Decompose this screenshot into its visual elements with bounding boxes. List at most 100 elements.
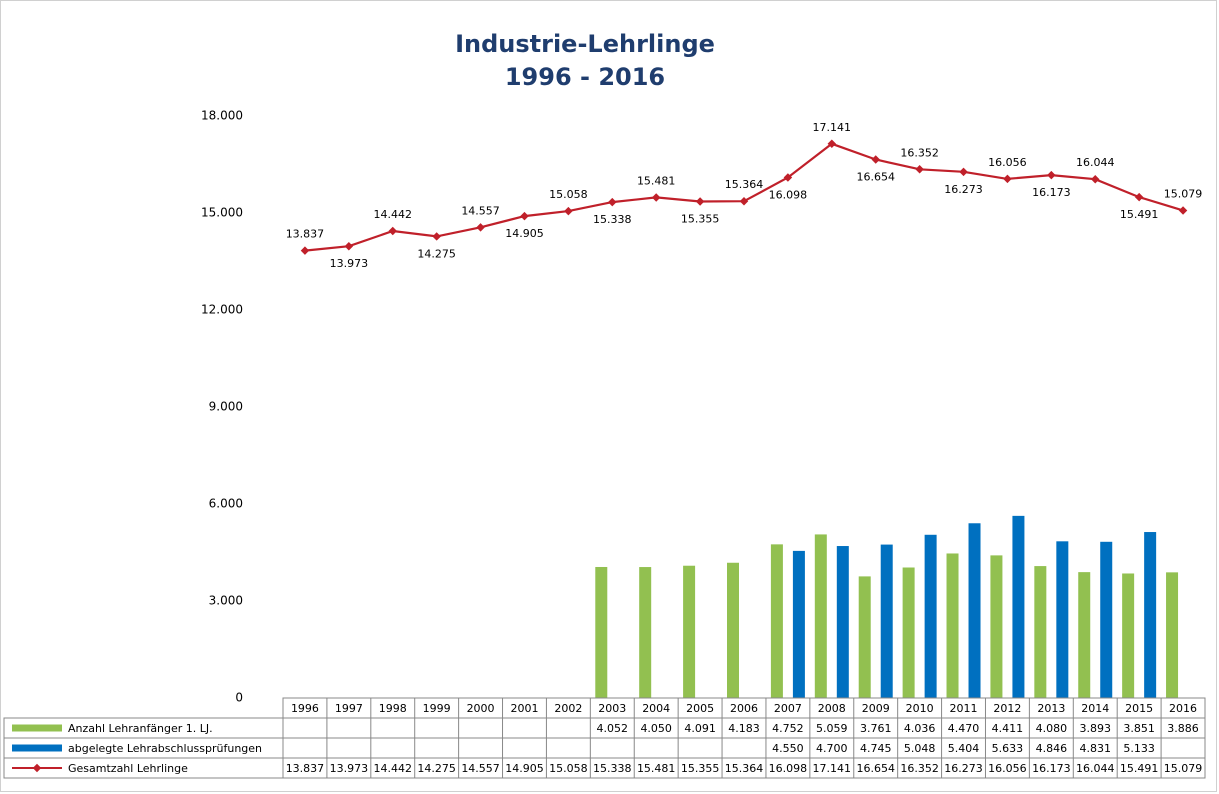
x-tick-label: 2011	[950, 702, 978, 715]
bar	[1122, 573, 1135, 698]
table-cell: 15.364	[725, 762, 764, 775]
y-tick-label: 6.000	[209, 497, 243, 511]
bar	[1166, 572, 1179, 698]
chart-title: Industrie-Lehrlinge	[455, 30, 715, 58]
table-cell: 5.133	[1123, 742, 1155, 755]
table-cell: 16.098	[769, 762, 808, 775]
table-cell: 15.481	[637, 762, 676, 775]
bar	[902, 567, 915, 698]
x-tick-label: 2005	[686, 702, 714, 715]
bar	[595, 566, 608, 698]
x-tick-label: 2003	[598, 702, 626, 715]
table-cell: 4.183	[728, 722, 760, 735]
x-tick-label: 1996	[291, 702, 319, 715]
x-tick-label: 2007	[774, 702, 802, 715]
bar	[1034, 566, 1047, 698]
table-cell: 16.273	[944, 762, 983, 775]
legend-swatch	[12, 724, 62, 732]
table-cell: 16.056	[988, 762, 1027, 775]
x-tick-label: 2010	[906, 702, 934, 715]
table-cell: 14.905	[505, 762, 544, 775]
data-label: 17.141	[813, 121, 852, 134]
table-cell: 4.700	[816, 742, 848, 755]
table-cell: 4.846	[1036, 742, 1068, 755]
bar	[968, 523, 981, 698]
x-tick-label: 1997	[335, 702, 363, 715]
table-cell: 16.654	[856, 762, 895, 775]
data-label: 16.056	[988, 156, 1027, 169]
bar	[836, 546, 849, 698]
data-label: 16.098	[769, 188, 808, 201]
table-cell: 4.411	[992, 722, 1024, 735]
y-tick-label: 3.000	[209, 594, 243, 608]
table-cell: 4.050	[640, 722, 672, 735]
table-cell: 14.557	[461, 762, 500, 775]
data-label: 15.481	[637, 174, 676, 187]
legend-swatch	[12, 744, 62, 752]
legend-label: Anzahl Lehranfänger 1. LJ.	[68, 722, 213, 735]
data-label: 14.275	[417, 247, 456, 260]
data-label: 15.079	[1164, 187, 1203, 200]
table-cell: 5.404	[948, 742, 980, 755]
bar	[792, 550, 805, 698]
bar	[1100, 541, 1113, 698]
table-cell: 15.079	[1164, 762, 1203, 775]
table-cell: 4.080	[1036, 722, 1068, 735]
table-cell: 4.036	[904, 722, 936, 735]
data-label: 13.837	[286, 228, 325, 241]
data-label: 16.352	[900, 146, 939, 159]
table-cell: 14.275	[417, 762, 456, 775]
table-cell: 17.141	[813, 762, 852, 775]
data-label: 15.338	[593, 213, 632, 226]
table-cell: 16.173	[1032, 762, 1071, 775]
table-cell: 14.442	[374, 762, 413, 775]
table-cell: 15.338	[593, 762, 632, 775]
legend-label: Gesamtzahl Lehrlinge	[68, 762, 188, 775]
table-cell: 15.058	[549, 762, 588, 775]
bar	[990, 555, 1003, 698]
table-cell: 4.052	[597, 722, 629, 735]
table-cell: 5.048	[904, 742, 936, 755]
bar	[924, 534, 937, 698]
chart-subtitle: 1996 - 2016	[505, 63, 665, 91]
bar	[639, 567, 652, 698]
data-label: 16.273	[944, 183, 983, 196]
bar	[946, 553, 959, 698]
table-cell: 4.470	[948, 722, 980, 735]
x-tick-label: 2012	[993, 702, 1021, 715]
data-label: 16.654	[856, 171, 895, 184]
table-cell: 3.886	[1167, 722, 1199, 735]
y-tick-label: 0	[235, 691, 243, 705]
x-tick-label: 2014	[1081, 702, 1109, 715]
table-cell: 4.550	[772, 742, 804, 755]
line-marker	[300, 246, 310, 255]
data-label: 16.173	[1032, 186, 1071, 199]
bar	[1078, 572, 1091, 698]
y-tick-label: 12.000	[201, 303, 243, 317]
bar	[770, 544, 783, 698]
x-tick-label: 2000	[467, 702, 495, 715]
table-cell: 16.044	[1076, 762, 1115, 775]
y-tick-label: 15.000	[201, 206, 243, 220]
data-label: 14.442	[374, 208, 413, 221]
data-label: 14.905	[505, 227, 544, 240]
x-tick-label: 2001	[510, 702, 538, 715]
table-cell: 15.491	[1120, 762, 1159, 775]
table-cell: 4.091	[684, 722, 716, 735]
bar	[1056, 541, 1069, 698]
data-label: 15.355	[681, 213, 720, 226]
data-label: 16.044	[1076, 156, 1115, 169]
data-label: 15.058	[549, 188, 588, 201]
x-tick-label: 2013	[1037, 702, 1065, 715]
x-tick-label: 2002	[554, 702, 582, 715]
table-cell: 3.893	[1079, 722, 1111, 735]
data-label: 15.364	[725, 178, 764, 191]
x-tick-label: 2015	[1125, 702, 1153, 715]
table-cell: 4.752	[772, 722, 804, 735]
bar	[683, 565, 696, 698]
x-tick-label: 2006	[730, 702, 758, 715]
x-tick-label: 2008	[818, 702, 846, 715]
x-tick-label: 1998	[379, 702, 407, 715]
